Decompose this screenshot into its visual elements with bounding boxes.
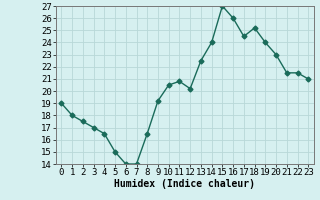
X-axis label: Humidex (Indice chaleur): Humidex (Indice chaleur)	[114, 179, 255, 189]
